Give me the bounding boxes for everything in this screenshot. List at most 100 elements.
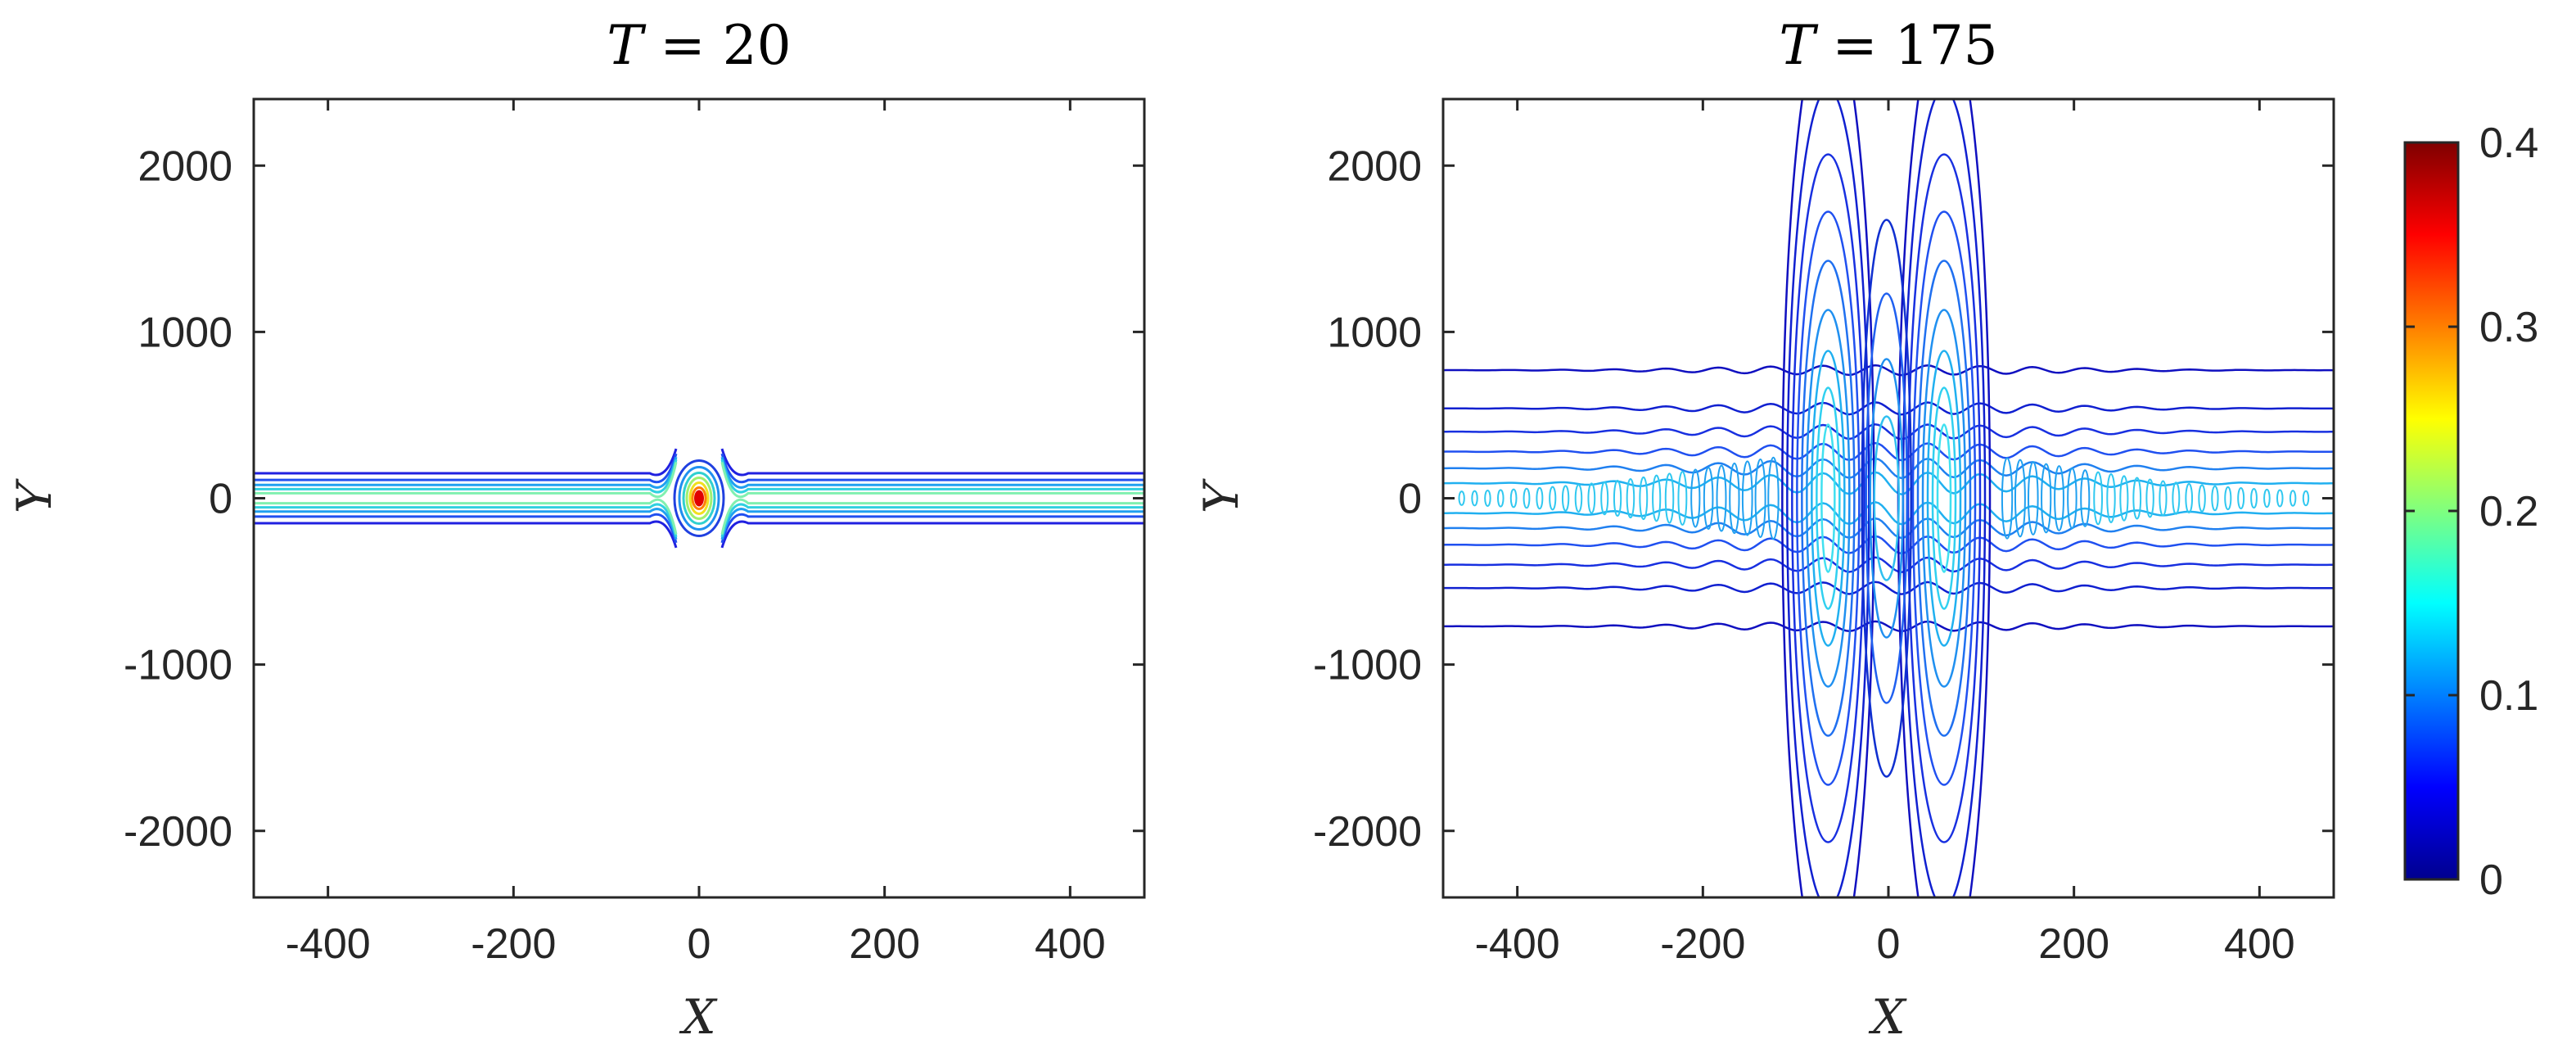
left-peak-contour: [673, 459, 725, 537]
left-contour-line: [254, 448, 1144, 477]
right-ripple-contour: [2211, 485, 2219, 512]
right-ytick-label: -2000: [1313, 808, 1422, 856]
left-x-ticks: -400 -200 0 200 400: [286, 99, 1106, 968]
right-panel: T = 175 -400 -200 0 200 400 200010000-1000-2…: [1193, 14, 2335, 1045]
right-ripple-contour: [1458, 490, 1465, 506]
right-ripple-contour: [2159, 480, 2168, 517]
right-ripple-contour: [2106, 473, 2116, 523]
right-ripple-contour: [2041, 463, 2052, 534]
right-ripple-contour: [2014, 459, 2026, 538]
left-title: T = 20: [607, 14, 791, 77]
left-contour-line: [254, 520, 1144, 549]
right-contour-line: [1443, 441, 2334, 462]
right-xlabel: X: [1868, 989, 1907, 1045]
right-ylabel: Y: [1193, 478, 1249, 513]
left-peak-core: [694, 490, 704, 507]
right-ripple-contour: [1536, 486, 1544, 510]
left-xtick-label: -400: [286, 920, 371, 968]
right-y-ticks: 2000 1000 0 -1000 -2000: [1313, 142, 2334, 856]
right-ripple-contour: [1690, 468, 1701, 528]
left-peak-contour: [691, 486, 707, 510]
right-ripple-contour: [2080, 469, 2091, 527]
right-ripple-contour: [1652, 474, 1662, 522]
right-ripple-contour: [2263, 488, 2271, 508]
left-y-ticks: 2000 1000 0 -1000 -2000: [124, 142, 1144, 856]
right-xtick-label: 400: [2224, 920, 2295, 968]
right-contour-line: [1443, 364, 2334, 377]
right-contour-line: [1443, 581, 2334, 595]
right-contours: [1443, 99, 2334, 897]
right-lobe-contour: [1931, 386, 1957, 610]
right-ripple-contour: [1574, 483, 1583, 513]
right-center-contour: [1865, 292, 1908, 704]
right-ripple-contour: [2198, 484, 2206, 513]
right-ripple-contour: [1664, 472, 1675, 524]
left-peak-contour: [682, 472, 716, 525]
right-xtick-label: 0: [1877, 920, 1901, 968]
right-x-ticks: -400 -200 0 200 400: [1475, 99, 2295, 968]
right-ripple-contour: [1767, 456, 1780, 540]
colorbar-tick-label: 0: [2479, 856, 2503, 904]
right-ripple-contour: [1509, 488, 1518, 508]
left-xtick-label: -200: [471, 920, 556, 968]
right-ripple-contour: [1716, 464, 1727, 532]
right-contour-line: [1443, 471, 2334, 495]
right-ripple-contour: [2119, 475, 2129, 522]
right-ripple-contour: [1677, 470, 1688, 526]
right-ripple-contour: [2028, 461, 2039, 536]
colorbar-tick-label: 0.1: [2479, 672, 2538, 720]
left-peak-contour: [688, 481, 710, 515]
right-ripple-contour: [2145, 478, 2154, 518]
right-ripple-contour: [1496, 489, 1505, 508]
right-lobe-contour: [1796, 210, 1861, 786]
right-contour-line: [1443, 423, 2334, 441]
right-contour-line: [1443, 535, 2334, 555]
right-lobe-core: [1936, 423, 1952, 573]
right-ripple-contour: [1754, 459, 1766, 538]
right-ripple-contour: [1639, 476, 1649, 521]
right-ripple-contour: [2250, 487, 2258, 509]
left-ytick-label: -2000: [124, 808, 232, 856]
right-ripple-contour: [2224, 486, 2232, 511]
right-xtick-label: -400: [1475, 920, 1560, 968]
right-ripple-contour: [1741, 460, 1753, 536]
right-ripple-contour: [2001, 457, 2014, 540]
right-ripple-contour: [1587, 482, 1596, 514]
right-contour-line: [1443, 457, 2334, 480]
colorbar-tick-label: 0.4: [2479, 120, 2538, 167]
left-ytick-label: -1000: [124, 642, 232, 689]
right-ripple-contour: [1471, 490, 1478, 507]
right-title: T = 175: [1779, 14, 1997, 77]
left-panel: T = 20 -400 -200 0 200 400 200010000-1000-20…: [7, 14, 1146, 1045]
right-lobe-contour: [1906, 153, 1982, 843]
left-contours: [254, 448, 1144, 549]
left-xtick-label: 0: [688, 920, 711, 968]
right-center-contour: [1873, 415, 1900, 581]
right-ripple-contour: [2302, 490, 2310, 507]
left-peak-contour: [678, 466, 720, 531]
right-lobe-contour: [1926, 350, 1962, 647]
right-ripple-contour: [2276, 489, 2284, 508]
right-contour-line: [1443, 401, 2334, 416]
left-xtick-label: 200: [849, 920, 920, 968]
right-ripple-contour: [2093, 471, 2104, 526]
right-ytick-label: 2000: [1327, 142, 1422, 190]
right-lobe-core: [1820, 423, 1836, 573]
colorbar: 0.4 0.3 0.2 0.1 0: [2403, 120, 2538, 904]
right-ripple-contour: [1523, 487, 1531, 509]
colorbar-tick-label: 0.3: [2479, 304, 2538, 351]
right-ripple-contour: [1613, 479, 1622, 517]
right-ripple-contour: [1484, 490, 1491, 507]
left-ytick-label: 1000: [138, 309, 232, 356]
left-contour-line: [254, 462, 1144, 499]
right-ripple-contour: [1729, 462, 1740, 535]
colorbar-tick-label: 0.2: [2479, 488, 2538, 536]
right-ripple-contour: [2067, 467, 2077, 530]
right-ytick-label: 1000: [1327, 309, 1422, 356]
right-ytick-label: 0: [1398, 476, 1422, 523]
left-xlabel: X: [679, 989, 718, 1045]
right-center-contour: [1869, 358, 1904, 639]
right-center-contour: [1861, 219, 1912, 778]
right-lobe-contour: [1911, 210, 1977, 786]
